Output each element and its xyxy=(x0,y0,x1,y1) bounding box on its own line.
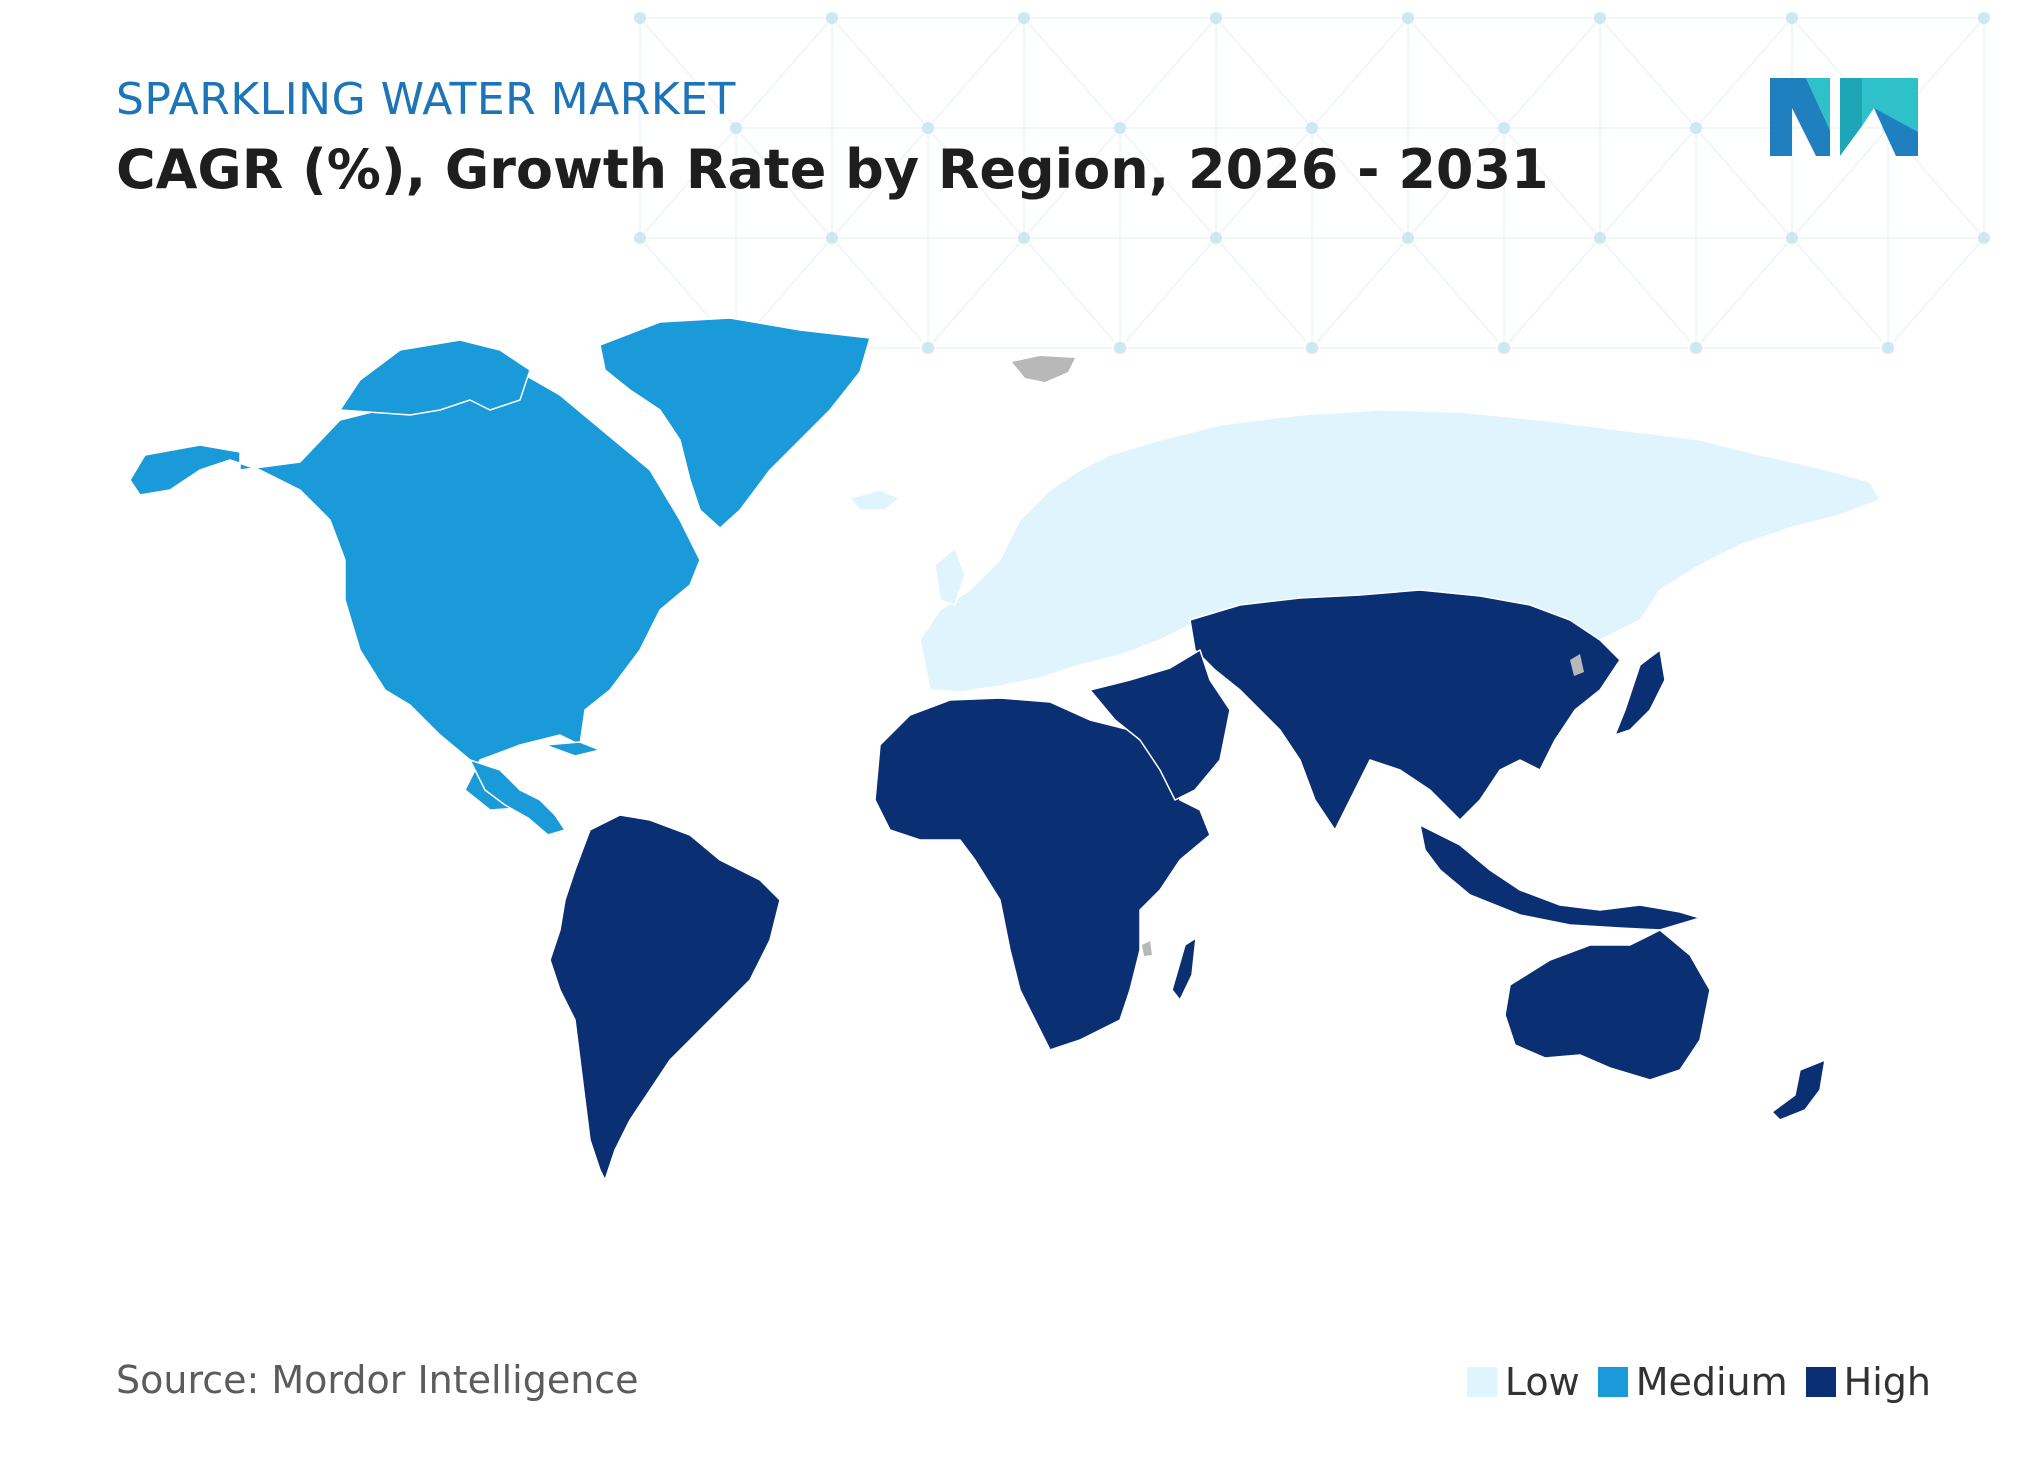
legend-swatch-high xyxy=(1805,1367,1836,1397)
mordor-intelligence-logo xyxy=(1770,78,1918,156)
legend-swatch-medium xyxy=(1597,1367,1628,1397)
legend-label-high: High xyxy=(1843,1360,1931,1404)
legend-label-medium: Medium xyxy=(1635,1360,1788,1404)
market-name: SPARKLING WATER MARKET xyxy=(116,74,736,125)
legend-item-high: High xyxy=(1805,1360,1931,1404)
region-asia xyxy=(1189,589,1621,831)
region-central-america xyxy=(469,759,566,836)
region-north-america-arctic xyxy=(339,339,531,416)
region-japan xyxy=(1614,649,1666,736)
region-iceland xyxy=(849,489,901,511)
region-caribbean xyxy=(544,741,601,757)
region-middle-east xyxy=(1089,649,1231,801)
legend-item-medium: Medium xyxy=(1597,1360,1788,1404)
region-australia xyxy=(1504,929,1711,1081)
legend-swatch-low xyxy=(1466,1367,1497,1397)
legend-item-low: Low xyxy=(1466,1360,1580,1404)
legend: Low Medium High xyxy=(1466,1360,1931,1404)
region-north-america xyxy=(129,364,701,836)
region-southeast-asia xyxy=(1419,824,1701,931)
source-note: Source: Mordor Intelligence xyxy=(116,1358,639,1402)
chart-title: CAGR (%), Growth Rate by Region, 2026 - … xyxy=(116,138,1549,201)
region-new-zealand xyxy=(1771,1059,1826,1121)
region-africa xyxy=(874,697,1211,1051)
region-south-america xyxy=(549,814,781,1181)
region-madagascar xyxy=(1171,937,1197,1001)
legend-label-low: Low xyxy=(1504,1360,1580,1404)
no-data-areas xyxy=(1012,356,1584,956)
region-greenland xyxy=(599,317,871,529)
region-uk xyxy=(934,547,966,606)
